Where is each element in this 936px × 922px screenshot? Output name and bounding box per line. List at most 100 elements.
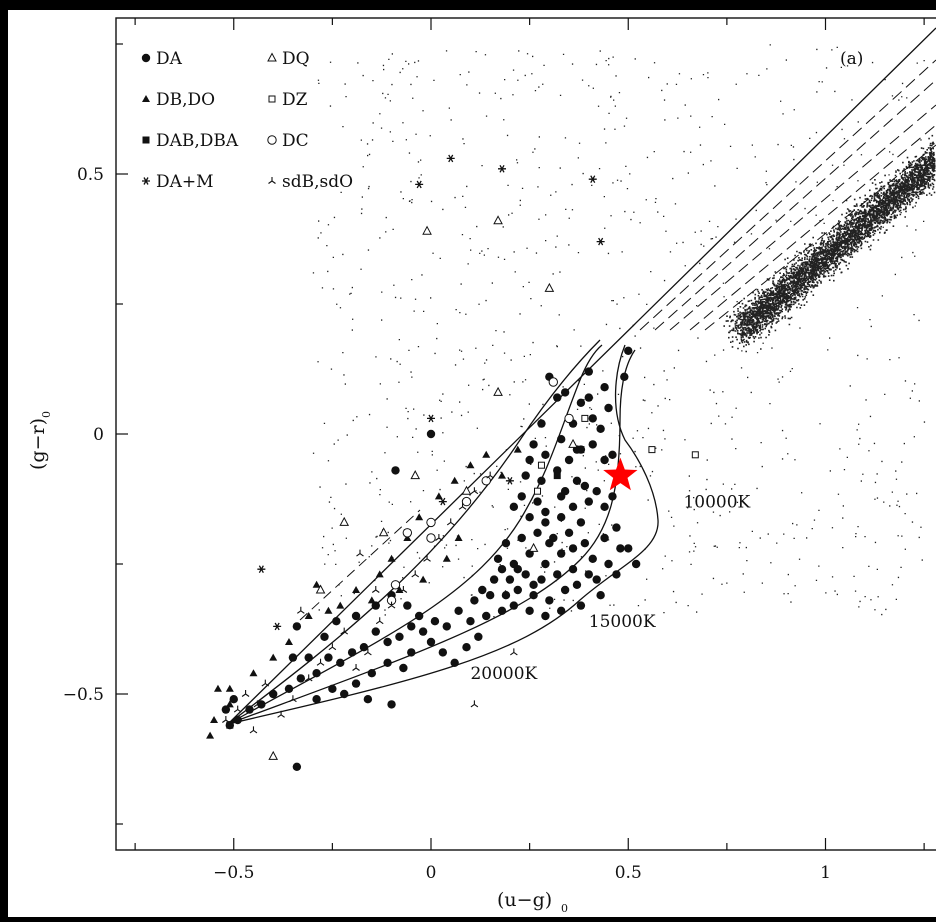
data-point xyxy=(584,367,593,376)
legend-marker xyxy=(142,136,150,144)
data-point xyxy=(371,586,380,593)
data-point xyxy=(371,627,380,636)
data-point xyxy=(600,502,609,511)
data-point xyxy=(545,596,554,605)
data-point xyxy=(363,695,373,704)
data-point xyxy=(509,601,519,610)
data-point xyxy=(470,700,479,708)
data-point xyxy=(556,492,566,501)
data-point xyxy=(454,606,463,615)
y-axis-subscript: 0 xyxy=(40,411,53,418)
data-point xyxy=(537,461,545,469)
data-point xyxy=(533,497,542,506)
data-point xyxy=(517,492,526,501)
legend-item-dab-dba: DAB,DBA xyxy=(142,131,239,151)
data-point xyxy=(525,606,534,615)
legend-item-dc: DC xyxy=(267,131,309,151)
data-point xyxy=(466,461,475,469)
data-point xyxy=(426,429,436,439)
data-point xyxy=(461,485,472,495)
data-point xyxy=(470,596,479,605)
data-point xyxy=(592,487,601,496)
data-point xyxy=(581,414,589,422)
x-tick-label: 0 xyxy=(426,863,437,883)
data-point xyxy=(233,715,242,725)
temperature-label: 15000K xyxy=(589,612,656,632)
data-point xyxy=(395,632,404,641)
data-point xyxy=(411,570,420,578)
series-sdb-sdo xyxy=(222,471,518,734)
data-point xyxy=(367,669,377,678)
data-point xyxy=(501,591,511,600)
data-point xyxy=(225,684,234,692)
temperature-labels: 10000K 15000K 20000K xyxy=(470,493,750,685)
data-point xyxy=(312,695,321,704)
data-point xyxy=(336,658,345,667)
data-point xyxy=(415,513,424,521)
data-point xyxy=(596,237,605,246)
legend-label: DAB,DBA xyxy=(156,131,239,151)
legend-label: DZ xyxy=(282,90,308,110)
data-point xyxy=(403,534,412,541)
data-point xyxy=(556,513,566,522)
data-point xyxy=(568,438,578,448)
legend-marker xyxy=(268,177,276,184)
data-point xyxy=(446,154,455,163)
data-point xyxy=(568,502,578,511)
data-point xyxy=(521,471,530,480)
data-point xyxy=(486,471,494,479)
data-point xyxy=(461,496,472,507)
data-point xyxy=(399,586,408,593)
data-point xyxy=(572,580,582,589)
legend: DA DQ DB,DO DZ DAB,DBA DC DA+M sdB,sdO xyxy=(141,49,353,192)
data-point xyxy=(284,638,293,645)
data-point xyxy=(529,580,538,589)
data-point xyxy=(245,705,254,714)
data-point xyxy=(564,528,574,537)
data-point xyxy=(288,653,298,662)
data-point xyxy=(631,559,641,569)
data-point xyxy=(576,518,586,527)
data-point xyxy=(427,414,435,423)
x-tick-label: 1 xyxy=(820,863,831,883)
data-point xyxy=(210,716,219,723)
data-point xyxy=(339,516,350,526)
data-point xyxy=(482,450,491,458)
data-point xyxy=(556,549,566,558)
data-point xyxy=(332,617,341,626)
temperature-label: 20000K xyxy=(470,664,537,684)
data-point xyxy=(387,554,396,562)
data-point xyxy=(304,612,313,619)
legend-marker xyxy=(267,135,277,145)
data-point xyxy=(226,721,234,729)
data-point xyxy=(284,684,294,693)
data-point xyxy=(510,648,518,656)
legend-label: DA xyxy=(156,49,183,69)
data-point xyxy=(438,497,447,506)
data-point xyxy=(233,705,242,713)
data-point xyxy=(253,700,262,708)
data-point xyxy=(257,565,266,574)
data-point xyxy=(462,643,471,652)
data-point xyxy=(584,393,593,402)
data-point xyxy=(564,413,574,424)
data-point xyxy=(600,455,609,465)
data-point xyxy=(328,684,337,693)
data-point xyxy=(435,534,443,541)
data-point xyxy=(596,591,605,600)
data-point xyxy=(289,695,297,703)
data-point xyxy=(568,544,578,553)
data-point xyxy=(221,705,231,714)
data-point xyxy=(387,601,396,609)
series-da-m xyxy=(257,154,605,631)
data-point xyxy=(541,559,550,569)
data-point xyxy=(378,527,389,537)
data-point xyxy=(545,539,554,548)
data-point xyxy=(624,346,633,355)
data-point xyxy=(616,544,625,553)
legend-item-da-m: DA+M xyxy=(142,172,214,192)
data-point xyxy=(541,507,550,517)
data-point xyxy=(529,440,538,449)
data-point xyxy=(426,517,436,528)
